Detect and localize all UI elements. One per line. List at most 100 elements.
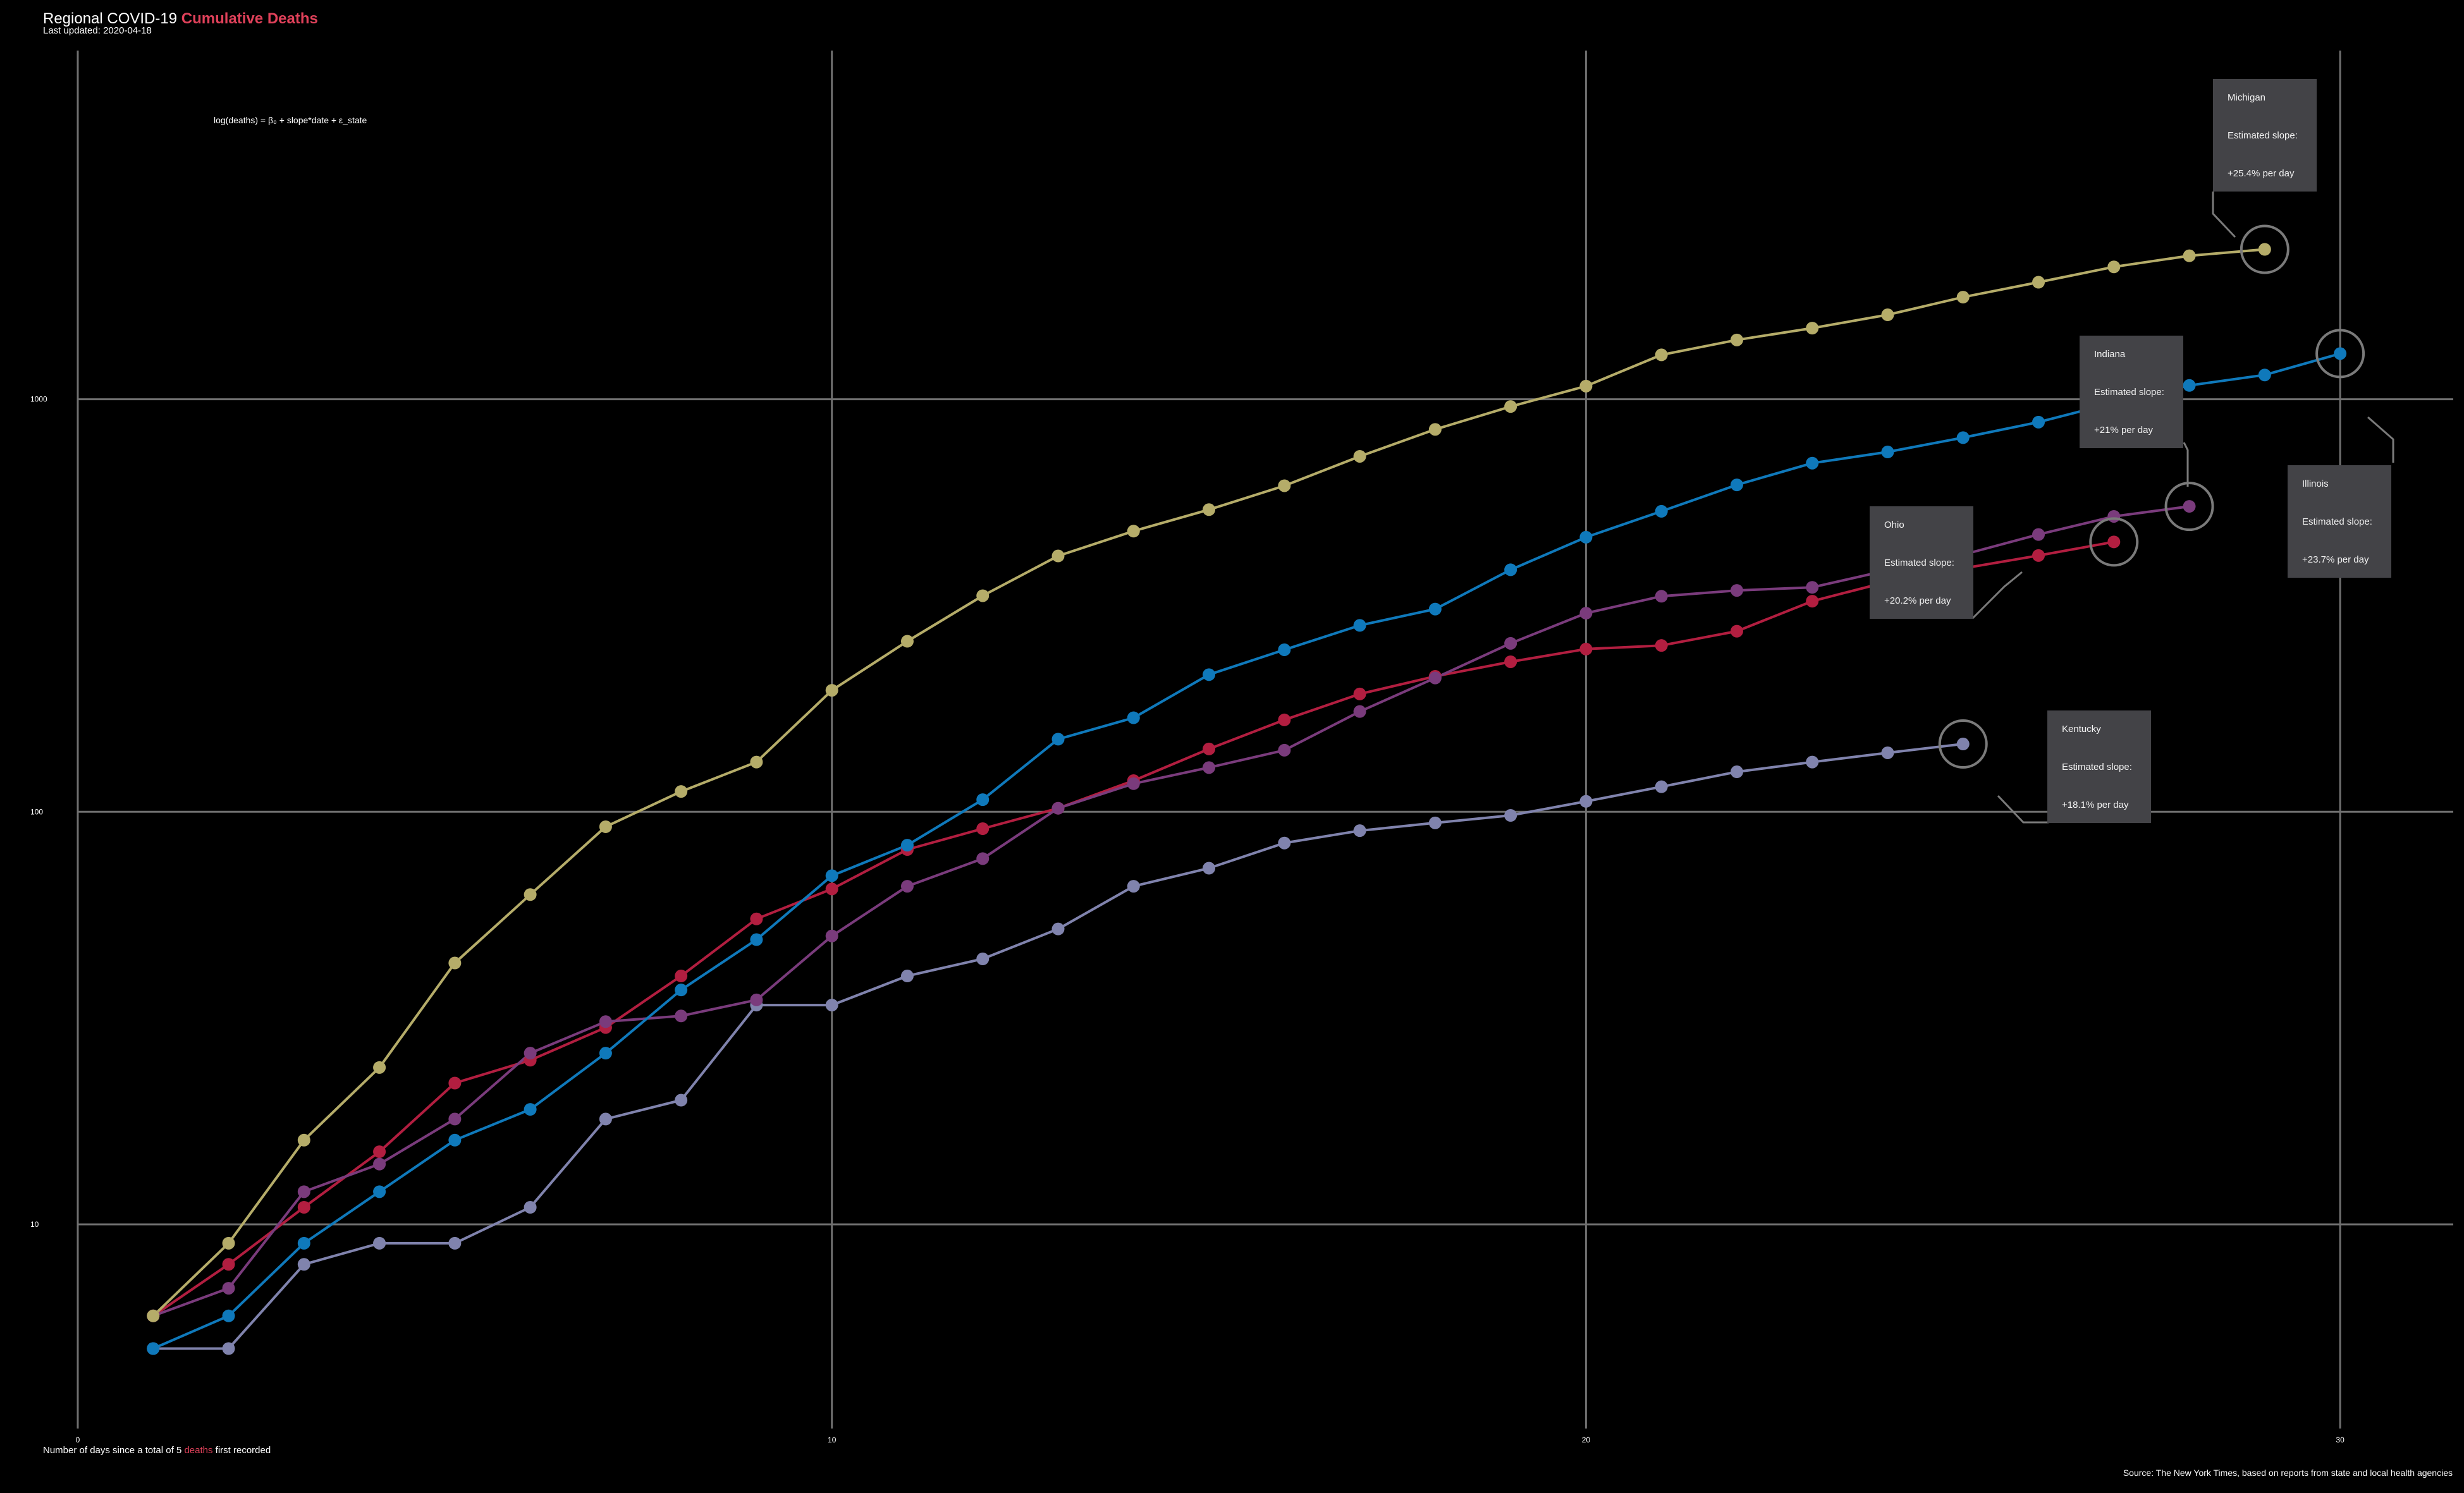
data-point-indiana: [1428, 602, 1442, 616]
data-point-michigan: [2107, 260, 2121, 274]
data-point-michigan: [1956, 291, 1970, 304]
data-point-michigan: [675, 785, 688, 798]
y-tick-label: 1000: [30, 395, 47, 404]
annotation-value: +20.2% per day: [1884, 595, 1951, 606]
data-point-illinois: [1428, 671, 1442, 685]
data-point-michigan: [1881, 308, 1894, 322]
endpoint-ring-michigan: [2240, 224, 2289, 274]
data-point-indiana: [1956, 431, 1970, 444]
data-point-michigan: [1051, 549, 1065, 563]
annotation-label: Estimated slope:: [2094, 387, 2164, 398]
y-tick-label: 10: [30, 1220, 39, 1229]
x-tick-label: 10: [828, 1435, 837, 1444]
data-point-ohio: [2107, 535, 2121, 549]
data-point-illinois: [524, 1047, 537, 1060]
data-point-michigan: [1504, 400, 1517, 413]
leader-line-michigan: [2212, 192, 2236, 238]
data-point-kentucky: [825, 999, 838, 1012]
data-point-ohio: [1203, 742, 1216, 755]
data-point-indiana: [2258, 369, 2271, 382]
x-caption-suffix: first recorded: [215, 1445, 271, 1456]
data-point-ohio: [2032, 549, 2045, 562]
data-point-michigan: [1127, 525, 1140, 538]
data-point-ohio: [373, 1145, 386, 1159]
data-point-illinois: [599, 1015, 612, 1028]
data-point-ohio: [1579, 642, 1593, 655]
data-point-kentucky: [373, 1236, 386, 1250]
series-lines: [152, 248, 2341, 1350]
title-accent: Cumulative Deaths: [181, 10, 318, 27]
chart-title: Regional COVID-19 Cumulative Deaths: [43, 10, 318, 28]
data-point-indiana: [2183, 379, 2196, 392]
endpoint-ring-ohio: [2089, 517, 2139, 567]
data-point-michigan: [297, 1133, 310, 1147]
data-point-illinois: [1655, 590, 1668, 603]
data-point-indiana: [1353, 619, 1366, 632]
annotation-kentucky: Kentucky Estimated slope: +18.1% per day: [2047, 710, 2151, 823]
data-point-indiana: [976, 793, 990, 807]
endpoint-ring-indiana: [2315, 329, 2365, 379]
data-point-ohio: [222, 1258, 235, 1271]
data-point-ohio: [1806, 595, 1819, 608]
data-point-illinois: [976, 852, 990, 865]
data-point-kentucky: [900, 970, 914, 983]
data-point-illinois: [2032, 528, 2045, 541]
data-point-illinois: [750, 993, 763, 1006]
data-point-ohio: [1655, 639, 1668, 652]
annotation-state: Indiana: [2094, 349, 2126, 360]
data-point-ohio: [1278, 713, 1291, 726]
data-point-michigan: [750, 755, 763, 769]
annotation-value: +21% per day: [2094, 425, 2153, 436]
annotation-label: Estimated slope:: [1884, 558, 1954, 568]
data-point-michigan: [599, 820, 612, 833]
grid-lines: [77, 51, 2453, 1429]
annotation-michigan: Michigan Estimated slope: +25.4% per day: [2213, 79, 2317, 192]
data-point-indiana: [448, 1133, 462, 1147]
data-point-ohio: [297, 1200, 310, 1214]
data-point-indiana: [750, 933, 763, 946]
data-point-michigan: [1353, 449, 1366, 463]
data-point-kentucky: [1051, 922, 1065, 935]
data-point-ohio: [675, 970, 688, 983]
leader-line-indiana: [2183, 442, 2189, 487]
data-point-indiana: [1730, 478, 1743, 492]
data-point-indiana: [1881, 446, 1894, 459]
endpoint-rings: [1938, 224, 2365, 769]
data-point-michigan: [373, 1061, 386, 1074]
data-point-indiana: [2334, 347, 2347, 360]
data-point-indiana: [147, 1342, 160, 1355]
data-point-illinois: [297, 1185, 310, 1198]
leader-line-kentucky: [1997, 795, 2049, 824]
data-point-kentucky: [1806, 755, 1819, 769]
data-point-michigan: [147, 1309, 160, 1322]
annotation-ohio: Ohio Estimated slope: +20.2% per day: [1870, 506, 1973, 619]
data-point-indiana: [524, 1103, 537, 1116]
data-point-michigan: [1655, 348, 1668, 362]
annotation-value: +23.7% per day: [2302, 554, 2369, 565]
data-point-kentucky: [976, 953, 990, 966]
data-point-illinois: [1579, 607, 1593, 620]
data-point-michigan: [1730, 333, 1743, 346]
data-point-michigan: [1203, 503, 1216, 516]
series-line-ohio: [152, 540, 2114, 1317]
annotation-state: Ohio: [1884, 520, 1904, 530]
data-point-michigan: [2258, 243, 2271, 256]
x-tick-label: 0: [76, 1435, 80, 1444]
data-point-indiana: [1051, 733, 1065, 746]
annotation-state: Michigan: [2228, 92, 2266, 103]
data-point-kentucky: [1956, 738, 1970, 751]
data-point-indiana: [900, 839, 914, 852]
annotation-label: Estimated slope:: [2228, 130, 2298, 141]
data-point-illinois: [1806, 581, 1819, 594]
data-point-illinois: [1278, 743, 1291, 757]
data-point-kentucky: [1730, 765, 1743, 779]
data-point-kentucky: [599, 1112, 612, 1126]
data-point-indiana: [297, 1236, 310, 1250]
annotation-state: Illinois: [2302, 478, 2329, 489]
endpoint-ring-kentucky: [1938, 719, 1988, 769]
data-point-kentucky: [1579, 795, 1593, 808]
data-point-illinois: [222, 1282, 235, 1295]
data-point-indiana: [1504, 563, 1517, 576]
annotation-value: +18.1% per day: [2062, 800, 2129, 810]
series-line-indiana: [152, 352, 2341, 1350]
